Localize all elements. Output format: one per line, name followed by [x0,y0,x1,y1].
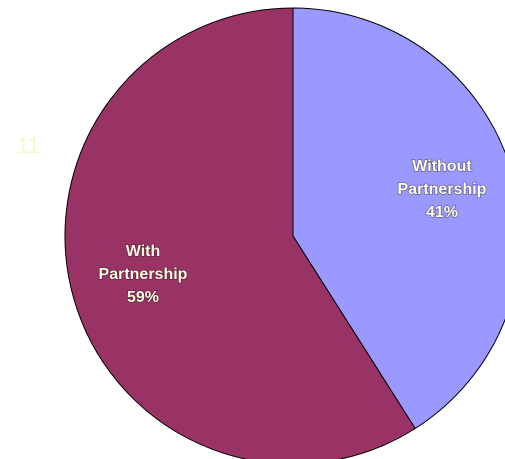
slice-percent-label-0: 41% [426,204,458,221]
pie-slice-0 [292,7,505,430]
page-number: 11 [17,133,40,158]
slice-label-line1-1: With [126,243,161,260]
pie-slices [64,7,505,459]
slice-label-line2-0: Partnership [398,181,487,198]
pie-labels: Without Partnership 41% With Partnership 59% [98,157,488,307]
slice-percent-label-1: 59% [127,289,159,306]
pie-slice-1 [64,7,416,459]
slice-label-line1-0: Without [412,158,472,175]
slice-label-line2-1: Partnership [99,266,188,283]
